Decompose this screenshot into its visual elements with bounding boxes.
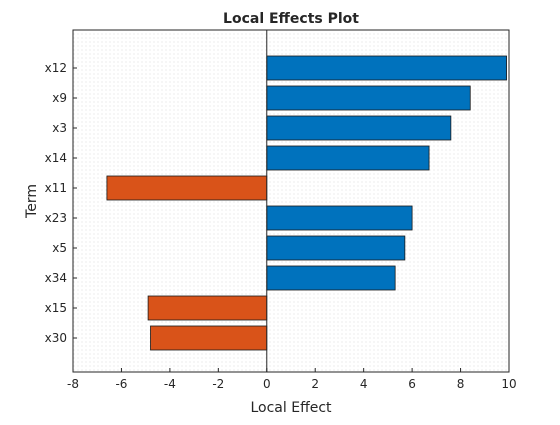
x-tick-label: 2 <box>311 377 319 391</box>
y-tick-label: x14 <box>45 151 67 165</box>
chart-title: Local Effects Plot <box>223 11 359 27</box>
bar-x12 <box>266 55 507 81</box>
ticks-layer: x12 x9 x3 x14 x11 x23 x5 x34 x15 x30 -8 -6 -4 -2 0 2 4 6 8… <box>45 61 517 391</box>
x-tick-label: 6 <box>408 377 416 391</box>
bar-x15 <box>147 295 268 321</box>
y-axis-title: Term <box>24 184 40 219</box>
y-tick-label: x34 <box>45 271 67 285</box>
x-axis-title: Local Effect <box>250 400 332 416</box>
y-tick-label: x5 <box>52 241 67 255</box>
y-tick-label: x11 <box>45 181 67 195</box>
bars-layer <box>106 55 507 351</box>
bar-x5 <box>266 235 406 261</box>
x-tick-label: -4 <box>164 377 176 391</box>
y-tick-label: x3 <box>52 121 67 135</box>
bar-x11 <box>106 175 268 201</box>
bar-x30 <box>150 325 268 351</box>
x-tick-label: 0 <box>263 377 271 391</box>
bar-x23 <box>266 205 413 231</box>
bar-x14 <box>266 145 430 171</box>
y-tick-label: x23 <box>45 211 67 225</box>
y-tick-label: x12 <box>45 61 67 75</box>
x-tick-label: 4 <box>360 377 368 391</box>
bar-x34 <box>266 265 396 291</box>
minor-grid <box>73 30 509 372</box>
x-tick-label: -6 <box>115 377 127 391</box>
y-tick-label: x30 <box>45 331 67 345</box>
plot-frame <box>72 29 510 373</box>
y-tick-label: x15 <box>45 301 67 315</box>
bar-x3 <box>266 115 452 141</box>
y-tick-label: x9 <box>52 91 67 105</box>
x-tick-label: -2 <box>212 377 224 391</box>
x-tick-label: -8 <box>67 377 79 391</box>
x-tick-label: 8 <box>457 377 465 391</box>
x-tick-label: 10 <box>501 377 516 391</box>
bar-x9 <box>266 85 471 111</box>
